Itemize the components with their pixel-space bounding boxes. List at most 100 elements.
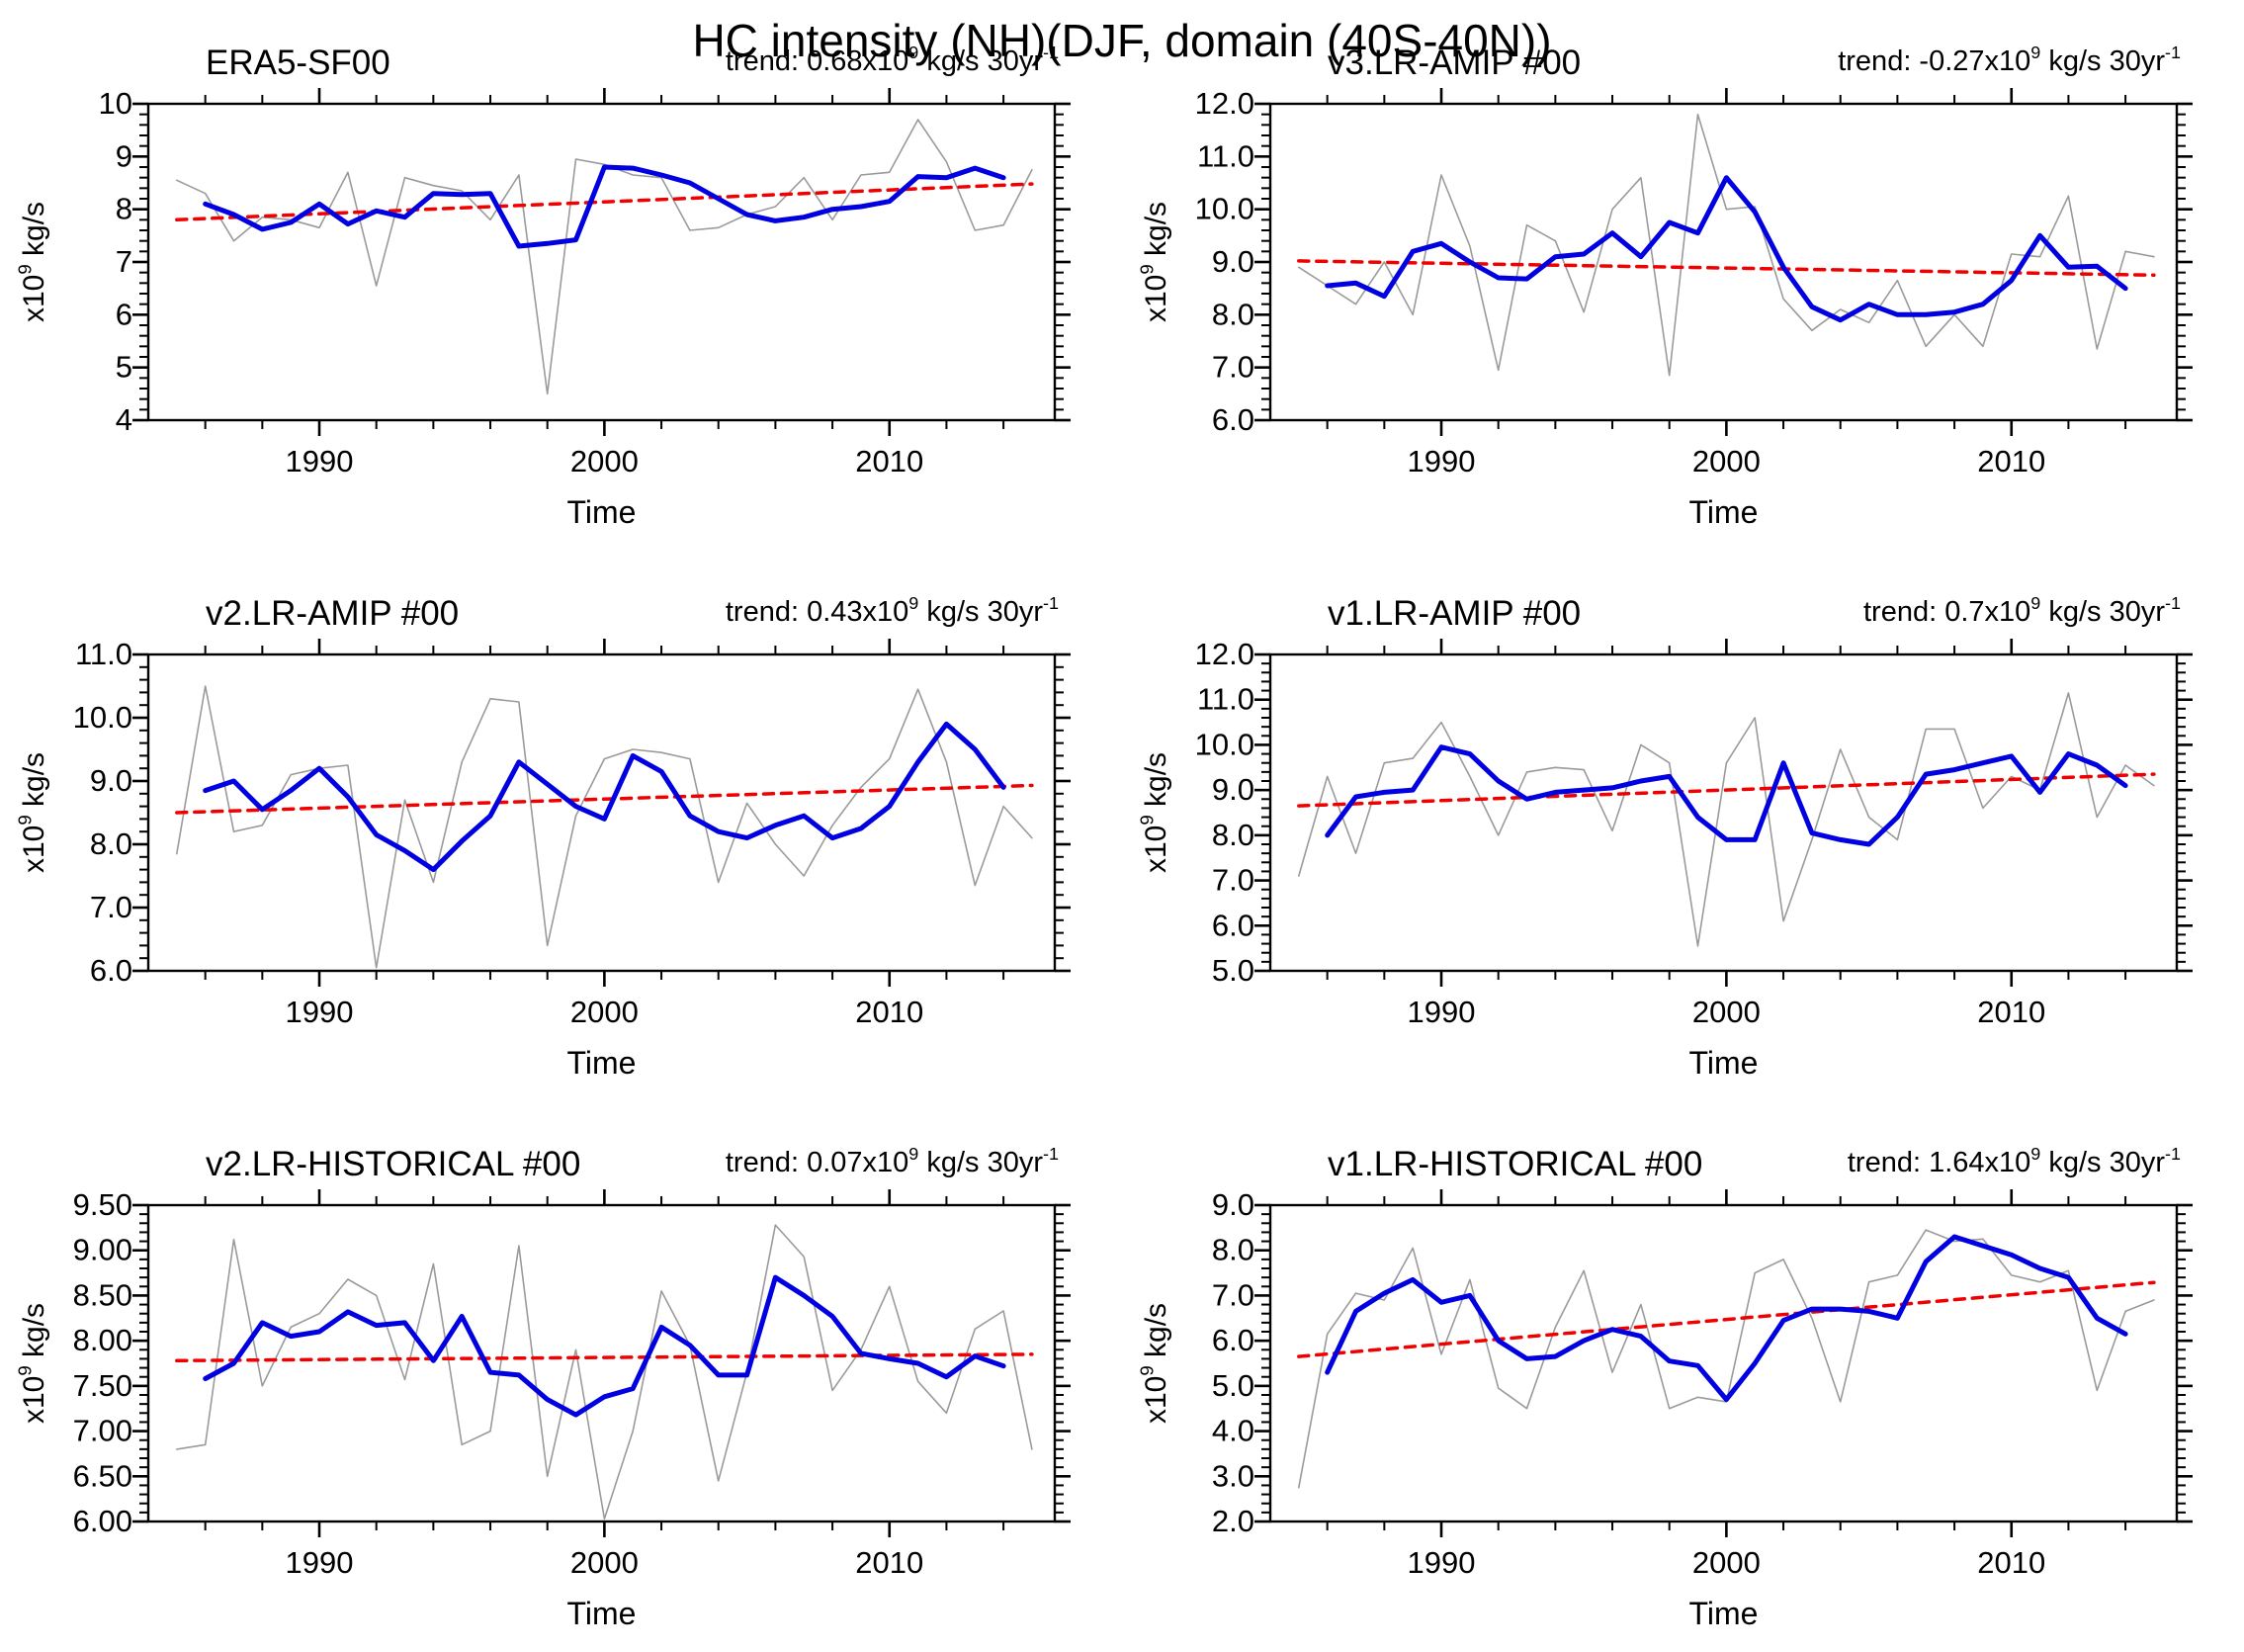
raw-series-line <box>1298 113 2155 377</box>
x-tick-label: 2010 <box>1977 1545 2045 1580</box>
y-tick-label: 6.0 <box>1212 908 1254 942</box>
trend-annotation: trend: 0.7x109 kg/s 30yr-1 <box>1863 593 2181 628</box>
panel-title: v2.LR-AMIP #00 <box>206 594 459 633</box>
panel-era5-sf00-chart: 1990 2000 2010 4 5 6 7 8 9 10 ERA5-SF00 trend: 0.68… <box>14 43 1071 530</box>
panel-title: v1.LR-HISTORICAL #00 <box>1328 1145 1702 1183</box>
y-tick-label: 8 <box>116 192 132 226</box>
y-tick-label: 10.0 <box>73 700 132 735</box>
x-tick-label: 2010 <box>855 1545 923 1580</box>
y-tick-label: 8.0 <box>1212 1233 1254 1267</box>
y-tick-label: 11.0 <box>1197 682 1254 717</box>
y-tick-label: 8.50 <box>73 1277 132 1312</box>
panel-v1lr-amip-chart: 1990 2000 2010 5.0 6.0 7.0 8.0 9.0 10.0 11.0 12.0 v… <box>1136 593 2193 1081</box>
x-axis-label: Time <box>1689 1045 1759 1081</box>
smoothed-series-line <box>1325 744 2128 847</box>
panel-title: v3.LR-AMIP #00 <box>1328 43 1581 82</box>
y-tick-label: 7.00 <box>73 1414 132 1448</box>
y-tick-label: 2.0 <box>1212 1504 1254 1538</box>
y-tick-label: 8.0 <box>1212 818 1254 852</box>
y-tick-label: 9.0 <box>1212 244 1254 279</box>
y-tick-label: 9.0 <box>1212 772 1254 807</box>
plot-frame <box>146 652 1057 973</box>
y-tick-label: 6.0 <box>90 953 132 988</box>
x-tick-label: 1990 <box>286 444 354 478</box>
y-tick-label: 3.0 <box>1212 1458 1254 1493</box>
y-tick-label: 7.0 <box>1212 863 1254 898</box>
y-tick-label: 8.0 <box>90 826 132 861</box>
plot-frame <box>146 1203 1057 1523</box>
panel-title: v2.LR-HISTORICAL #00 <box>206 1145 580 1183</box>
x-tick-label: 2000 <box>570 444 639 478</box>
trend-annotation: trend: 0.68x109 kg/s 30yr-1 <box>726 43 1059 77</box>
panel-v1lr-historical-chart: 1990 2000 2010 2.0 3.0 4.0 5.0 6.0 7.0 8.0 9.0 v1.L… <box>1136 1144 2193 1631</box>
raw-series-line <box>176 685 1033 969</box>
y-tick-label: 9.0 <box>90 763 132 798</box>
trend-annotation: trend: -0.27x109 kg/s 30yr-1 <box>1838 43 2181 77</box>
x-tick-label: 1990 <box>1408 1545 1476 1580</box>
panel-title: ERA5-SF00 <box>206 43 390 82</box>
smoothed-series-line <box>1325 1234 2128 1403</box>
y-tick-label: 9.0 <box>1212 1187 1254 1222</box>
y-axis-label: x109 kg/s <box>14 202 50 322</box>
x-tick-label: 2010 <box>1977 444 2045 478</box>
smoothed-series-line <box>203 721 1006 873</box>
y-tick-label: 6.00 <box>73 1504 132 1538</box>
x-tick-label: 2000 <box>1692 1545 1761 1580</box>
y-axis-label: x109 kg/s <box>1136 752 1172 873</box>
smoothed-series-line <box>203 164 1006 249</box>
y-axis-label: x109 kg/s <box>1136 202 1172 322</box>
x-tick-label: 1990 <box>286 1545 354 1580</box>
x-axis-label: Time <box>567 494 637 530</box>
x-tick-label: 2010 <box>855 995 923 1029</box>
trend-line <box>175 783 1034 815</box>
y-tick-label: 6 <box>116 297 132 331</box>
x-axis-label: Time <box>567 1045 637 1081</box>
plot-frame <box>146 102 1057 422</box>
trend-line <box>1297 772 2156 808</box>
y-tick-label: 7.50 <box>73 1368 132 1403</box>
y-tick-label: 11.0 <box>75 637 132 671</box>
raw-series-line <box>1298 1229 2155 1489</box>
y-tick-label: 9 <box>116 138 132 173</box>
y-tick-label: 7.0 <box>1212 350 1254 385</box>
axis-ticks <box>132 639 1071 987</box>
axis-ticks <box>1254 88 2193 436</box>
plot-frame <box>1268 652 2179 973</box>
axis-ticks <box>132 88 1071 436</box>
y-tick-label: 9.50 <box>73 1187 132 1222</box>
y-tick-label: 7 <box>116 244 132 279</box>
y-axis-label: x109 kg/s <box>1136 1303 1172 1424</box>
panel-v2lr-historical-chart: 1990 2000 2010 6.00 6.50 7.00 7.50 8.00 8.50 9.00… <box>14 1144 1071 1631</box>
y-tick-label: 6.50 <box>73 1458 132 1493</box>
axis-ticks <box>1254 639 2193 987</box>
x-tick-label: 2010 <box>1977 995 2045 1029</box>
y-tick-label: 5.0 <box>1212 953 1254 988</box>
x-tick-label: 1990 <box>1408 995 1476 1029</box>
y-tick-label: 9.00 <box>73 1233 132 1267</box>
x-tick-label: 1990 <box>1408 444 1476 478</box>
y-tick-label: 4.0 <box>1212 1414 1254 1448</box>
x-tick-label: 2000 <box>570 995 639 1029</box>
y-tick-label: 8.0 <box>1212 297 1254 331</box>
panel-v2lr-amip-chart: 1990 2000 2010 6.0 7.0 8.0 9.0 10.0 11.0 v2.LR-AM… <box>14 593 1071 1081</box>
trend-line <box>175 1352 1034 1363</box>
figure-title: HC intensity (NH)(DJF, domain (40S-40N)) <box>692 15 1552 66</box>
plot-frame <box>1268 1203 2179 1523</box>
trend-line <box>1297 259 2156 278</box>
raw-series-line <box>1298 692 2155 947</box>
smoothed-series-line <box>203 1274 1006 1418</box>
panel-title: v1.LR-AMIP #00 <box>1328 594 1581 633</box>
y-tick-label: 5 <box>116 350 132 385</box>
y-tick-label: 8.00 <box>73 1323 132 1357</box>
x-axis-label: Time <box>1689 494 1759 530</box>
x-tick-label: 2000 <box>570 1545 639 1580</box>
trend-annotation: trend: 0.43x109 kg/s 30yr-1 <box>726 593 1059 628</box>
y-tick-label: 5.0 <box>1212 1368 1254 1403</box>
y-tick-label: 12.0 <box>1195 86 1254 121</box>
y-tick-label: 6.0 <box>1212 1323 1254 1357</box>
x-axis-label: Time <box>567 1596 637 1631</box>
x-tick-label: 2010 <box>855 444 923 478</box>
y-tick-label: 10.0 <box>1195 192 1254 226</box>
y-tick-label: 10 <box>99 86 132 121</box>
